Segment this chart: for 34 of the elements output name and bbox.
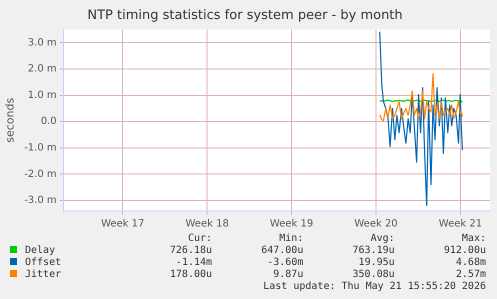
y-tick-label: 3.0 m	[28, 37, 57, 48]
text: 4.68m	[454, 257, 486, 269]
x-tick-label: Week 19	[270, 218, 314, 230]
legend-label: Offset	[24, 257, 62, 269]
text: 2.57m	[454, 269, 486, 281]
x-tick-label: Week 17	[101, 218, 144, 230]
x-tick-label: Week 20	[354, 218, 398, 230]
text: 350.08u	[352, 269, 395, 281]
y-tick-label: 2.0 m	[28, 64, 57, 75]
y-tick-label: -1.0 m	[24, 142, 57, 154]
text: Last update: Thu May 21 15:55:20 2026	[262, 281, 486, 292]
legend-label: Delay	[24, 245, 56, 257]
text: -1.14m	[174, 257, 212, 269]
text: 19.95u	[358, 257, 395, 269]
y-tick-label: 0.0	[40, 116, 57, 128]
text: 763.19u	[352, 245, 395, 257]
text: 726.18u	[168, 245, 212, 257]
y-axis-title: seconds	[3, 98, 16, 143]
text: Avg:	[370, 233, 395, 245]
y-tick-label: -3.0 m	[24, 195, 57, 206]
legend-label: Jitter	[24, 269, 62, 281]
x-tick-label: Week 18	[186, 218, 229, 230]
text: 647.00u	[260, 245, 304, 257]
y-tick-label: 1.0 m	[28, 90, 57, 101]
text: 9.87u	[272, 269, 304, 281]
text: Cur:	[186, 233, 212, 245]
text: 178.00u	[168, 269, 212, 281]
text: Max:	[460, 233, 486, 245]
y-tick-label: -2.0 m	[24, 168, 57, 180]
text: 912.00u	[442, 245, 486, 257]
x-tick-label: Week 21	[438, 218, 482, 230]
text: -3.60m	[266, 257, 304, 269]
text: Min:	[278, 233, 304, 245]
chart-title: NTP timing statistics for system peer - by month	[87, 8, 403, 24]
